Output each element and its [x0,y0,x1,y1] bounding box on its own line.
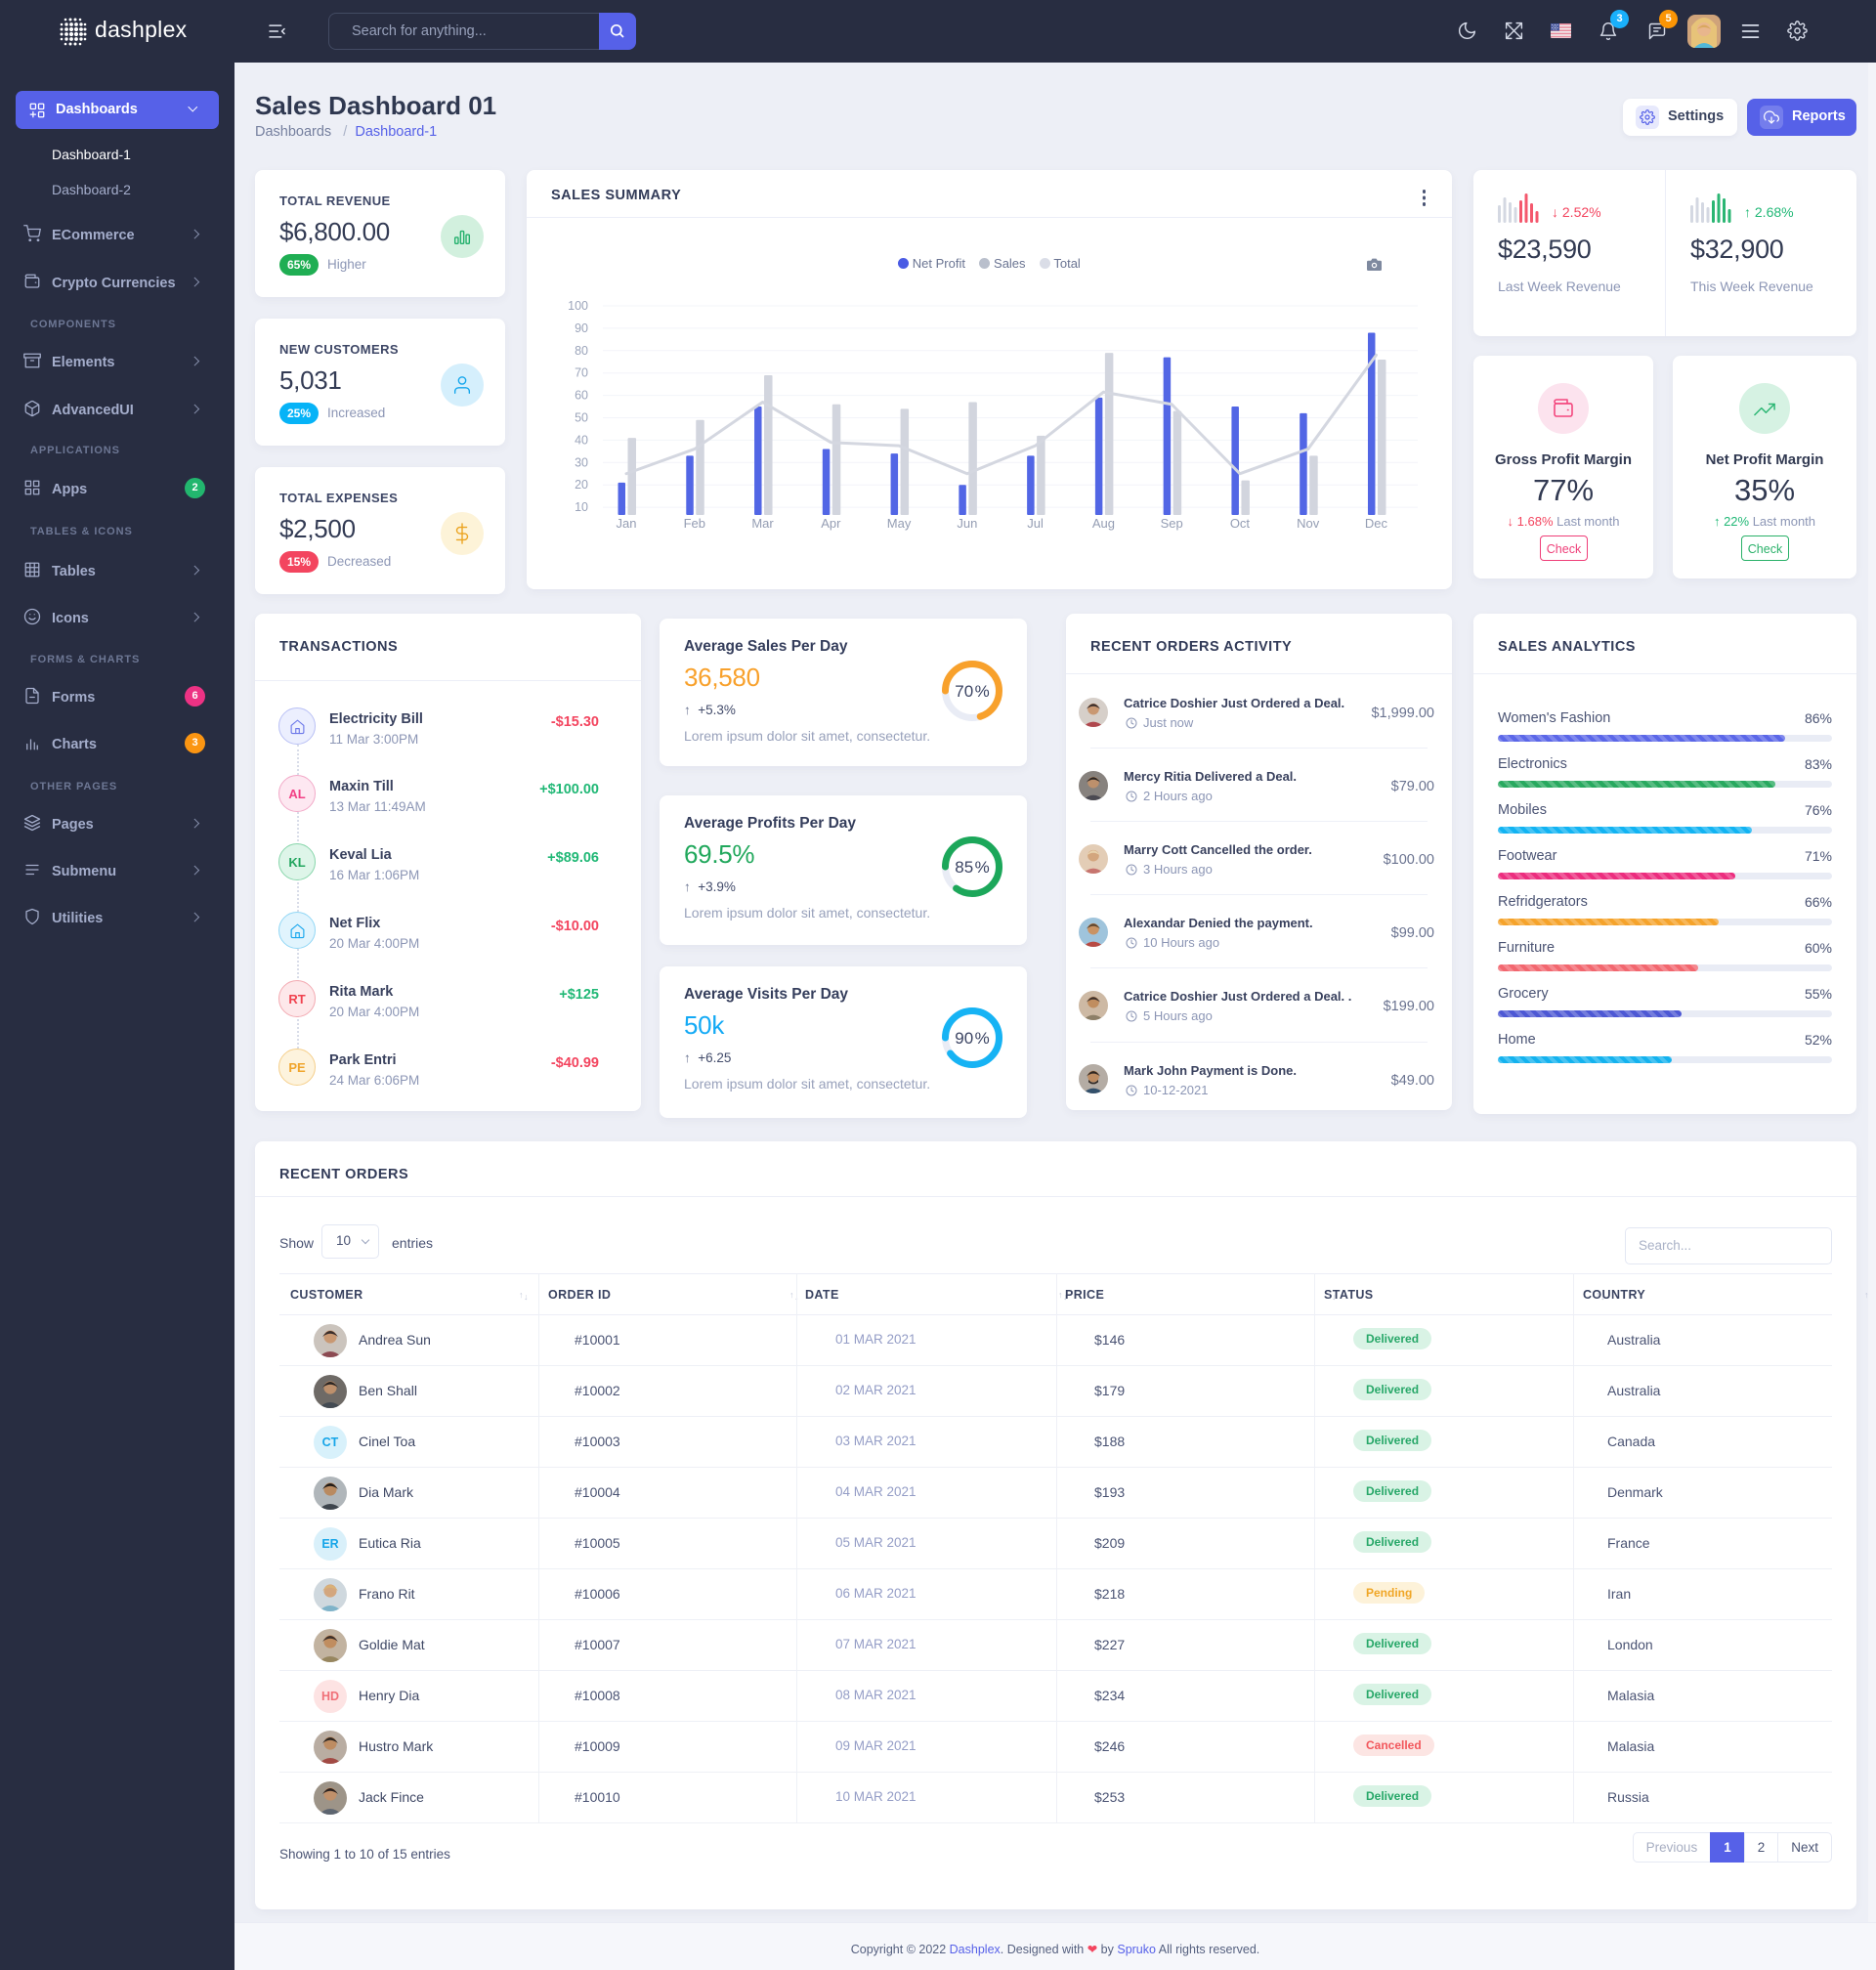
svg-text:Jul: Jul [1027,516,1044,531]
svg-text:80: 80 [575,344,588,358]
svg-text:Mar: Mar [751,516,774,531]
svg-text:Apr: Apr [821,516,841,531]
svg-text:Oct: Oct [1230,516,1251,531]
svg-text:70: 70 [575,366,588,380]
svg-text:Aug: Aug [1092,516,1115,531]
svg-text:Sep: Sep [1161,516,1183,531]
svg-text:70 %: 70 % [955,682,989,701]
svg-text:Jan: Jan [617,516,637,531]
svg-text:30: 30 [575,455,588,469]
svg-text:Nov: Nov [1297,516,1320,531]
svg-text:Feb: Feb [684,516,705,531]
svg-text:100: 100 [568,299,588,313]
svg-text:90 %: 90 % [955,1029,989,1048]
svg-text:60: 60 [575,389,588,403]
svg-text:20: 20 [575,478,588,492]
svg-text:50: 50 [575,411,588,425]
svg-text:40: 40 [575,433,588,447]
svg-text:Jun: Jun [957,516,977,531]
svg-text:May: May [887,516,912,531]
svg-text:10: 10 [575,500,588,514]
svg-text:90: 90 [575,321,588,335]
svg-text:Dec: Dec [1365,516,1388,531]
svg-text:85 %: 85 % [955,858,989,877]
